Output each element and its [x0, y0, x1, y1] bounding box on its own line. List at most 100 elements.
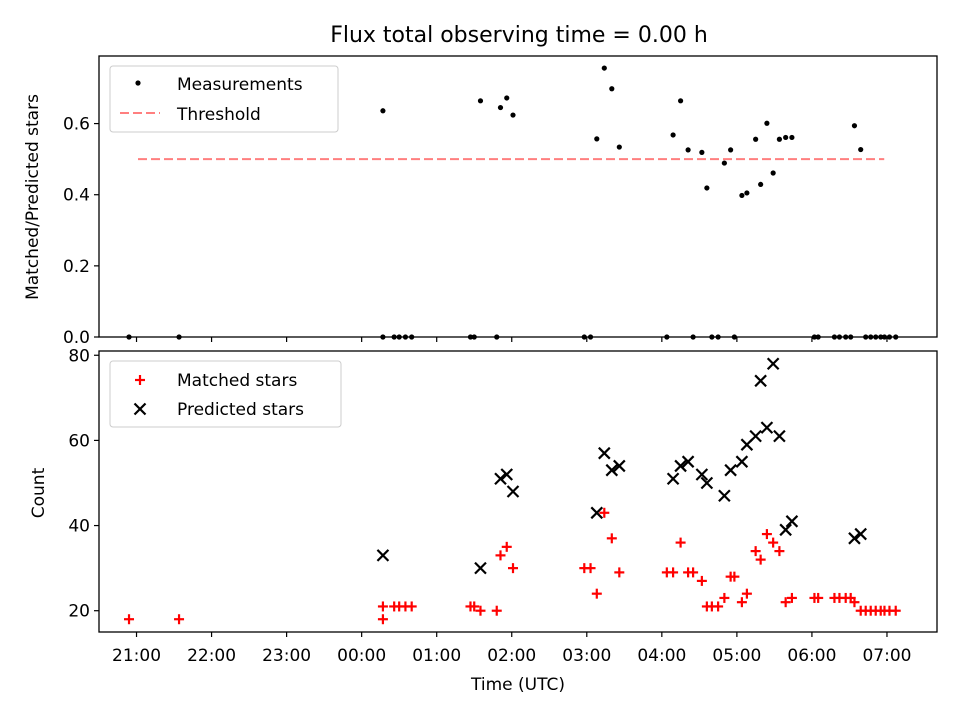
bottom-x-tick-label: 05:00 — [712, 646, 761, 666]
top-y-tick-label: 0.6 — [63, 115, 90, 135]
legend-predicted-x — [133, 402, 147, 416]
matched-point — [890, 605, 901, 616]
bottom-x-tick-label: 23:00 — [262, 646, 311, 666]
measurement-point — [497, 104, 504, 111]
bottom-y-tick-label: 40 — [68, 517, 90, 537]
predicted-point-b — [760, 421, 774, 434]
bottom-x-tick-label: 21:00 — [112, 646, 161, 666]
measurement-point — [858, 146, 864, 153]
predicted-point-b — [666, 472, 680, 486]
matched-point — [780, 597, 791, 608]
predicted-point — [474, 561, 487, 575]
predicted-point-b — [605, 463, 619, 477]
predicted-point-b — [754, 374, 767, 388]
measurement-point — [851, 123, 858, 129]
predicted-point-b — [773, 429, 786, 443]
legend-matched-label: Matched stars — [177, 371, 297, 391]
predicted-point-b — [598, 446, 611, 460]
legend-measurements-marker — [135, 80, 141, 86]
matched-point — [668, 567, 679, 578]
measurement-point — [685, 147, 691, 153]
predicted-point — [779, 523, 792, 537]
measurement-point — [739, 192, 745, 199]
top-panel: Matched/Predicted stars 0.0 0.2 0.4 0.6 Mea… — [23, 55, 938, 348]
top-ylabel: Matched/Predicted stars — [23, 94, 43, 300]
measurement-point — [504, 95, 510, 101]
predicted-point — [785, 515, 799, 528]
predicted-point — [766, 357, 780, 371]
predicted-point — [494, 472, 507, 486]
legend-predicted-x-b — [133, 402, 147, 416]
matched-point — [495, 550, 506, 561]
predicted-point — [700, 476, 714, 490]
bottom-axes-frame — [98, 350, 938, 633]
bottom-x-tick-label: 02:00 — [487, 646, 536, 666]
matched-point — [469, 601, 480, 612]
predicted-point — [500, 468, 514, 481]
measurement-point — [764, 120, 770, 126]
bottom-y-tick-label: 20 — [68, 602, 90, 622]
predicted-point — [376, 549, 390, 562]
predicted-point-b — [613, 459, 626, 473]
matched-point — [591, 588, 602, 599]
matched-point — [786, 592, 797, 603]
predicted-point-b — [700, 476, 714, 490]
measurement-point — [744, 190, 750, 196]
matched-point — [377, 601, 388, 612]
predicted-point-b — [724, 463, 737, 477]
matched-point — [507, 563, 518, 574]
predicted-point — [605, 463, 619, 477]
matched-point — [813, 592, 824, 603]
matched-point — [599, 507, 610, 518]
top-y-tick-label: 0.4 — [63, 186, 90, 206]
matched-point — [491, 605, 502, 616]
measurement-point — [789, 134, 795, 141]
legend-measurements-label: Measurements — [177, 75, 303, 95]
bottom-x-tick-label: 03:00 — [562, 646, 611, 666]
legend-threshold-label: Threshold — [176, 105, 261, 125]
matched-point — [761, 529, 772, 540]
measurement-point — [699, 149, 705, 155]
matched-point — [719, 592, 730, 603]
measurement-point — [753, 136, 759, 142]
predicted-point — [718, 489, 731, 503]
top-legend: Measurements Threshold — [109, 65, 339, 133]
measurement-point — [721, 160, 727, 166]
predicted-point — [590, 506, 604, 520]
measurement-point — [677, 98, 684, 104]
predicted-point-b — [590, 506, 604, 520]
legend-predicted-marker — [133, 402, 147, 416]
predicted-point-b — [494, 472, 507, 486]
bottom-x-tick-label: 22:00 — [187, 646, 236, 666]
matched-point — [614, 567, 625, 578]
predicted-point — [773, 429, 786, 443]
predicted-point — [754, 374, 767, 388]
measurement-point — [510, 112, 516, 118]
legend-matched-plus — [135, 375, 145, 385]
predicted-point — [598, 446, 611, 460]
matched-point — [849, 597, 860, 608]
bottom-x-tick-label: 04:00 — [637, 646, 686, 666]
predicted-point-b — [506, 485, 520, 498]
predicted-point-b — [854, 527, 867, 541]
matched-point — [585, 563, 596, 574]
bottom-legend: Matched stars Predicted stars — [109, 360, 342, 428]
predicted-point-b — [735, 455, 749, 468]
top-y-ticks: 0.0 0.2 0.4 0.6 — [63, 115, 99, 348]
matched-point — [696, 575, 707, 586]
predicted-point — [613, 459, 626, 473]
predicted-point — [749, 429, 762, 443]
measurement-point — [776, 136, 783, 142]
predicted-point — [681, 455, 695, 468]
predicted-point-b — [376, 549, 390, 562]
predicted-point — [854, 527, 867, 541]
predicted-point-b — [766, 357, 780, 371]
matched-point — [729, 571, 740, 582]
predicted-point — [724, 463, 737, 477]
bottom-xlabel: Time (UTC) — [470, 675, 565, 695]
predicted-point — [666, 472, 680, 486]
bottom-ylabel: Count — [29, 467, 49, 518]
measurement-point — [783, 134, 789, 141]
predicted-point-b — [681, 455, 695, 468]
